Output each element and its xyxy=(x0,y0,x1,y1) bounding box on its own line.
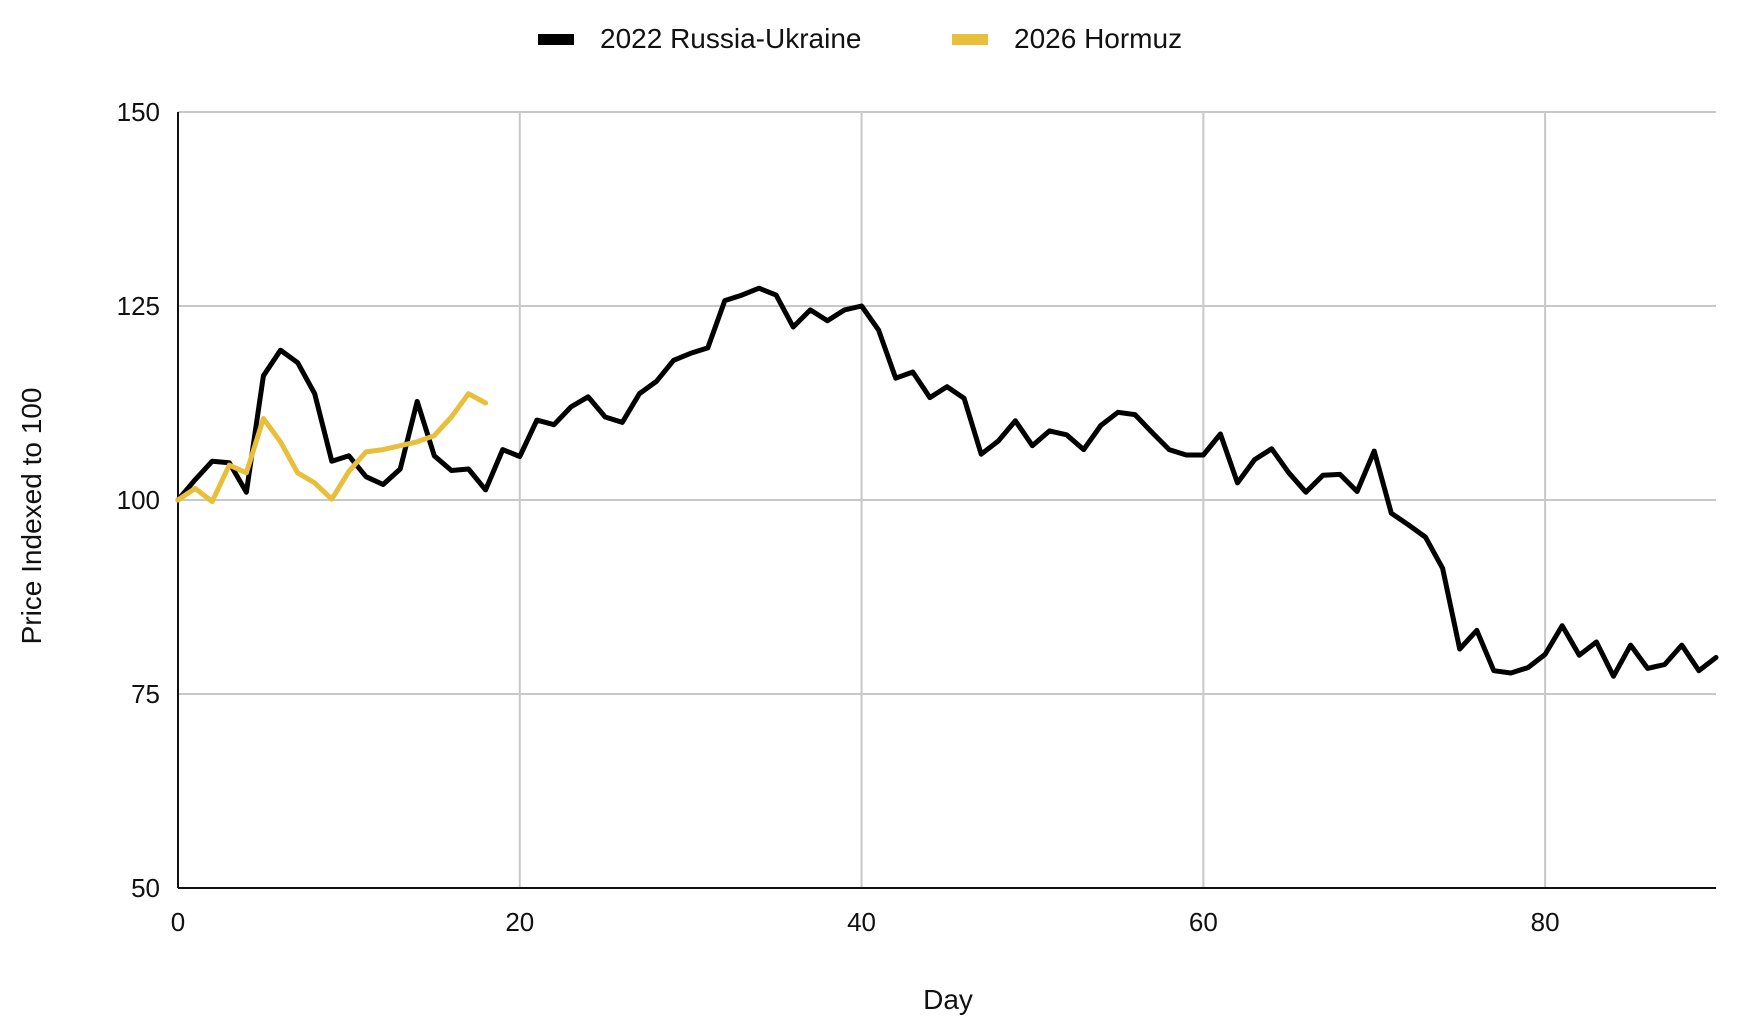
legend-label: 2022 Russia-Ukraine xyxy=(600,23,861,54)
y-tick-label: 125 xyxy=(117,291,160,321)
series-line-1 xyxy=(175,391,489,505)
series-points-0 xyxy=(176,286,1719,679)
x-axis-title: Day xyxy=(923,984,973,1015)
y-tick-label: 50 xyxy=(131,873,160,903)
series-line-0 xyxy=(175,285,1719,679)
legend-label: 2026 Hormuz xyxy=(1014,23,1182,54)
x-tick-label: 20 xyxy=(505,907,534,937)
y-tick-label: 75 xyxy=(131,679,160,709)
legend: 2022 Russia-Ukraine 2026 Hormuz xyxy=(538,23,1182,54)
y-axis-title: Price Indexed to 100 xyxy=(16,388,47,645)
x-tick-label: 80 xyxy=(1531,907,1560,937)
y-tick-label: 150 xyxy=(117,97,160,127)
tick-labels: 50 75 100 125 150 0 20 40 60 80 xyxy=(117,97,1560,937)
x-tick-label: 60 xyxy=(1189,907,1218,937)
legend-swatch xyxy=(952,34,988,45)
series-group xyxy=(175,285,1719,679)
legend-swatch xyxy=(538,34,574,45)
y-tick-label: 100 xyxy=(117,485,160,515)
gridlines xyxy=(178,111,1716,888)
x-tick-label: 40 xyxy=(847,907,876,937)
series-points-1 xyxy=(176,391,489,504)
x-tick-label: 0 xyxy=(171,907,185,937)
